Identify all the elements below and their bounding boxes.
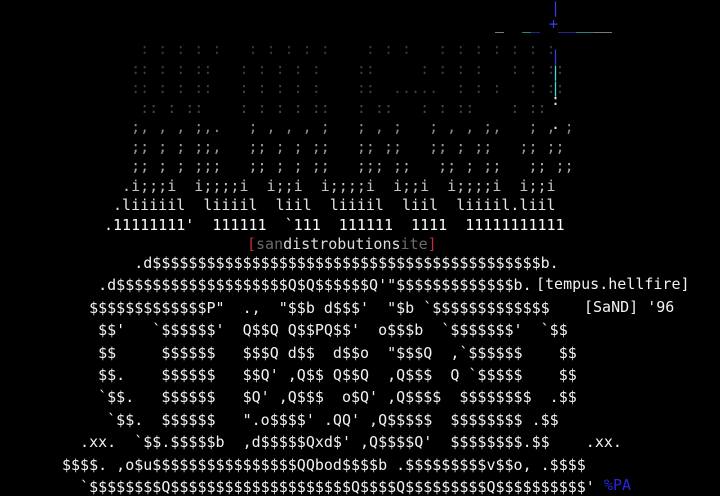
crosshair-dash: _ (585, 15, 595, 33)
site-label-segment: ] (427, 235, 437, 253)
crosshair-dash: _ (558, 15, 568, 33)
logo-top-art-line: ;; ; ; ;;, ;; ; ; ;; ;; ;; ;; ; ;; ;; ;; (104, 137, 565, 156)
crosshair-dash: + (549, 15, 559, 33)
site-label-segment: distrobutions (283, 235, 401, 253)
logo-top-art-line: .i;;;i i;;;;i i;;i i;;;;i i;;i i;;;;i i;… (104, 176, 556, 195)
artist-signature: %PA (604, 476, 632, 494)
logo-top-art-line: ;; ; ; ;;; ;; ; ; ;; ;;; ;; ;; ; ;; ;; ;… (104, 157, 574, 175)
logo-top-art-line: .11111111' 111111 `111 111111 1111 11111… (104, 215, 565, 234)
crosshair-dash: . (551, 115, 561, 133)
site-label-segment: san (256, 235, 284, 253)
logo-top-art-line: : : : : : : : : : : : : : : : : : : : : (104, 40, 556, 58)
crosshair-bar: | (551, 63, 561, 81)
crosshair-dash: _ (531, 15, 541, 33)
crosshair-bar: | (551, 47, 561, 65)
crosshair-dash: _ (495, 15, 505, 33)
site-label-segment: ite (400, 235, 428, 253)
logo-top-art-line: :: : : :: : : : : : :: : : : : : : :: (104, 59, 565, 78)
site-label: [sandistrobutionsite] (247, 235, 437, 255)
credit-group-year: [SaND] '96 (584, 298, 675, 316)
logo-top-art-line: :: : :: : : : : :: : :: : : :: : :: (104, 98, 547, 117)
crosshair-dash: _ (603, 15, 613, 33)
logo-top-art-line: :: : : :: : : : : : :: ..... : : : : :: (104, 79, 565, 97)
logo-top-art: : : : : : : : : : : : : : : : : : : : : … (104, 40, 574, 235)
crosshair-dash: _ (594, 15, 604, 33)
logo-top-art-line: ;, , , ;,. ; , , , ; ; , ; ; , , ;, ; , … (104, 118, 574, 136)
crosshair-dash: _ (576, 15, 586, 33)
site-label-segment: [ (247, 235, 257, 253)
crosshair-dash: _ (567, 15, 577, 33)
crosshair-dash: : (551, 91, 561, 109)
credit-artist: [tempus.hellfire] (536, 275, 690, 293)
crosshair-dash: _ (522, 15, 532, 33)
crosshair-bar: | (551, 0, 561, 17)
logo-top-art-line: .liiiiil liiiil liil liiiil liil liiiil.… (104, 196, 556, 214)
dead-logo-art: .d$$$$$$$$$$$$$$$$$$$$$$$$$$$$$$$$$$$$$$… (62, 254, 622, 496)
crosshair-bar: | (551, 79, 561, 97)
